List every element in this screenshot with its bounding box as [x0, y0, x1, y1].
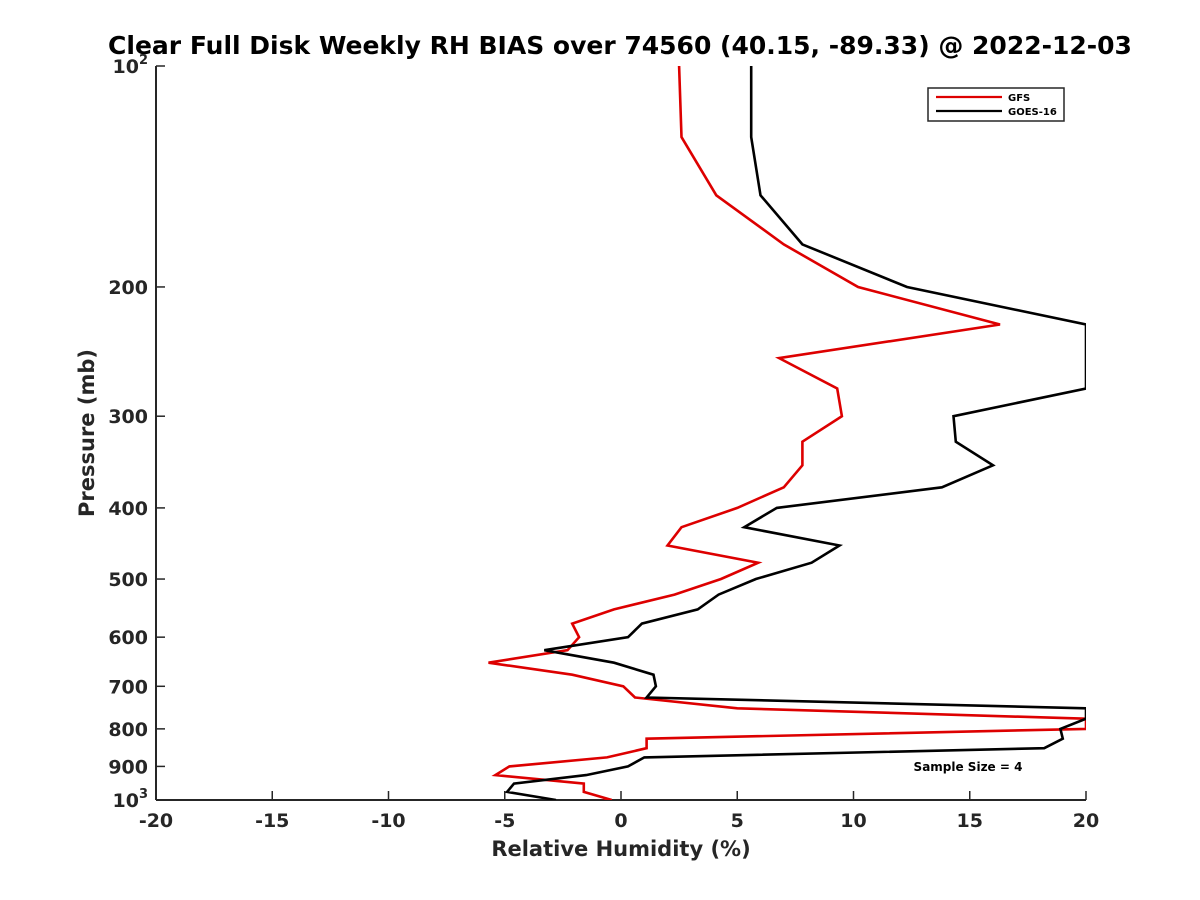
x-tick-label: -5	[494, 810, 515, 832]
x-tick-label: -15	[255, 810, 289, 832]
y-tick-label: 200	[108, 277, 148, 299]
y-tick-label: 800	[108, 719, 148, 741]
y-tick-label: 500	[108, 569, 148, 591]
series-layer	[488, 66, 1086, 800]
x-tick-label: 10	[840, 810, 866, 832]
y-tick-label: 900	[108, 756, 148, 778]
y-tick-label: 300	[108, 406, 148, 428]
series-line-goes-16	[504, 66, 1086, 800]
y-tick-label: 400	[108, 498, 148, 520]
x-tick-label: 20	[1073, 810, 1099, 832]
y-tick-label: 700	[108, 676, 148, 698]
x-ticks: -20 -15 -10 -5 0 5 10 15 20	[139, 791, 1099, 832]
legend: GFS GOES-16	[927, 87, 1065, 122]
x-axis-label: Relative Humidity (%)	[491, 837, 750, 861]
x-tick-label: 15	[957, 810, 983, 832]
plot-area	[155, 66, 1086, 801]
sample-size-annotation: Sample Size = 4	[914, 760, 1023, 774]
x-tick-label: 5	[731, 810, 744, 832]
x-tick-label: -20	[139, 810, 173, 832]
legend-entries: GFS GOES-16	[936, 93, 1057, 118]
y-ticks: 102 200 300 400 500 600 700 800 900 103	[108, 53, 165, 812]
x-tick-label: 0	[614, 810, 627, 832]
legend-box	[927, 87, 1065, 122]
series-line-gfs	[488, 66, 1086, 800]
y-axis-label: Pressure (mb)	[75, 349, 99, 517]
y-tick-label: 600	[108, 627, 148, 649]
y-tick-label: 103	[113, 787, 149, 812]
legend-label-gfs: GFS	[1008, 93, 1030, 104]
x-tick-label: -10	[371, 810, 405, 832]
legend-label-goes-16: GOES-16	[1008, 107, 1057, 118]
chart-title: Clear Full Disk Weekly RH BIAS over 7456…	[108, 31, 1132, 60]
y-tick-label: 102	[113, 53, 149, 78]
